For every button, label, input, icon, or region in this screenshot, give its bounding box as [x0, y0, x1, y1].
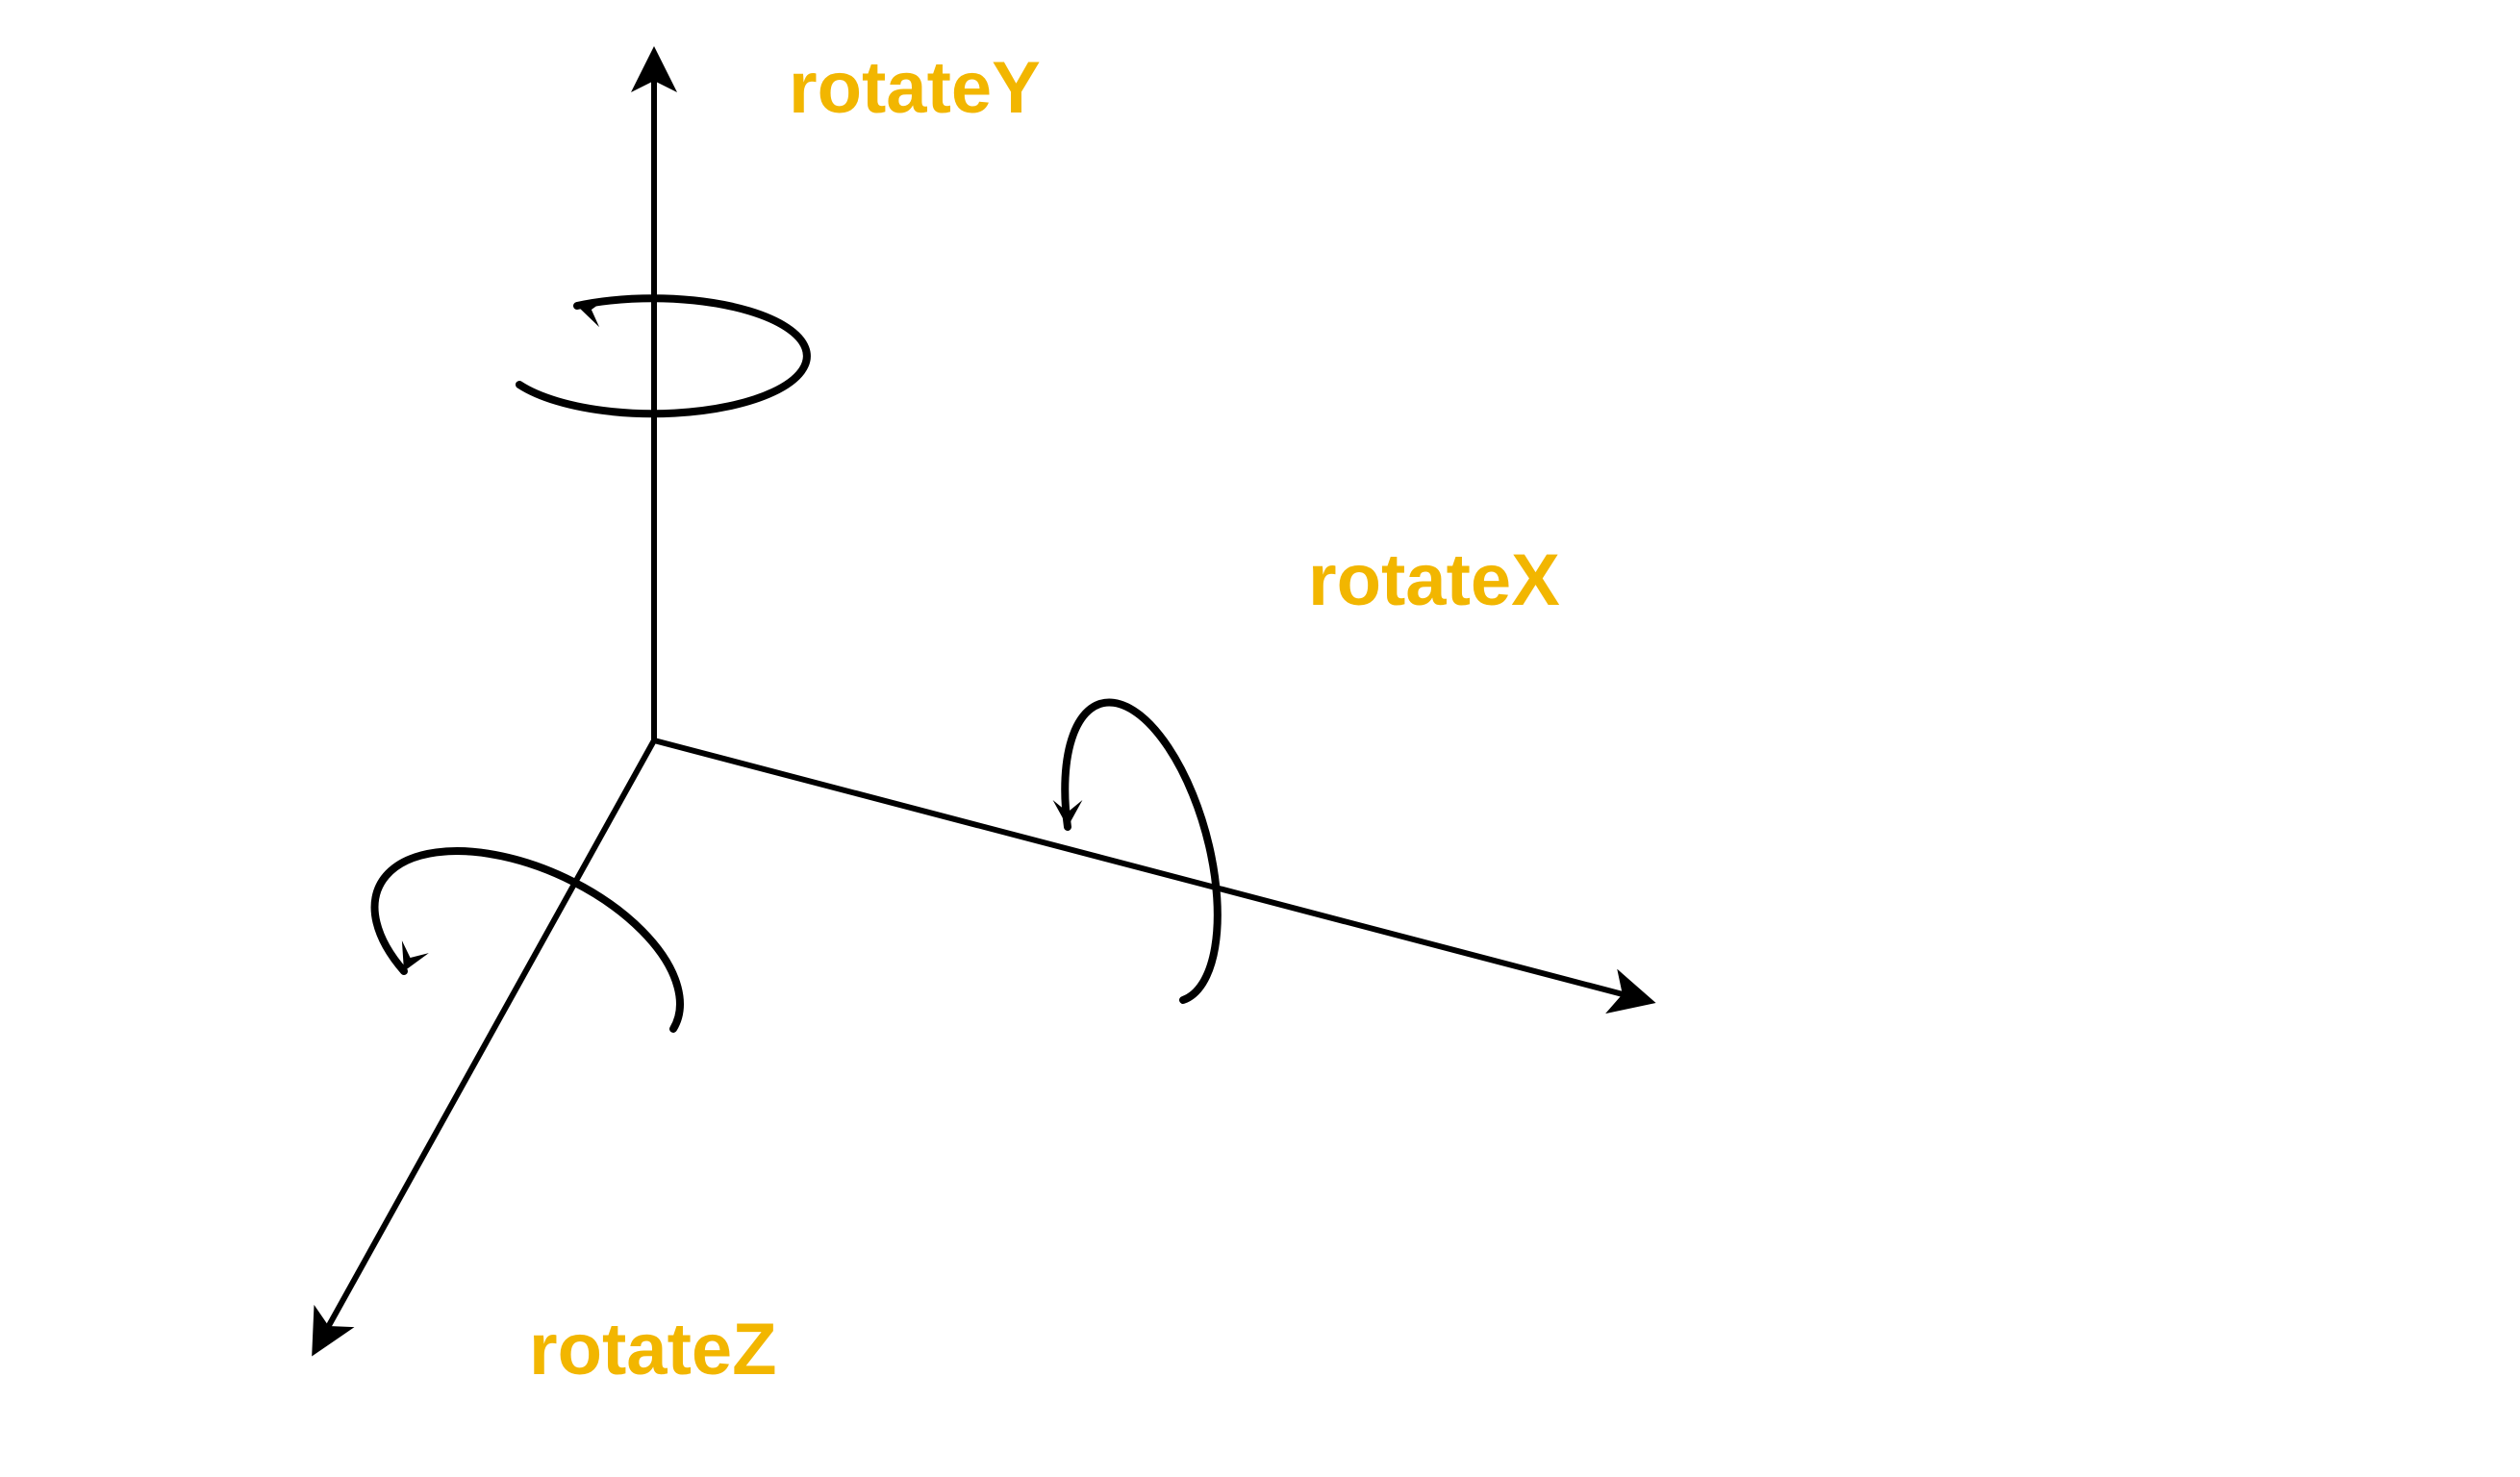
rotate-y-arc: [519, 298, 807, 413]
axes-group: [317, 58, 1645, 1346]
axis-z: [317, 740, 654, 1346]
rotate-z-arc: [375, 851, 680, 1029]
label-rotate-y: rotateY: [789, 46, 1041, 130]
label-rotate-x: rotateX: [1308, 538, 1560, 622]
axis-x: [654, 740, 1645, 1000]
rotation-arcs-group: [375, 291, 1218, 1029]
axes-svg: [0, 0, 2520, 1477]
label-rotate-z: rotateZ: [529, 1308, 777, 1391]
diagram-canvas: rotateY rotateX rotateZ: [0, 0, 2520, 1477]
